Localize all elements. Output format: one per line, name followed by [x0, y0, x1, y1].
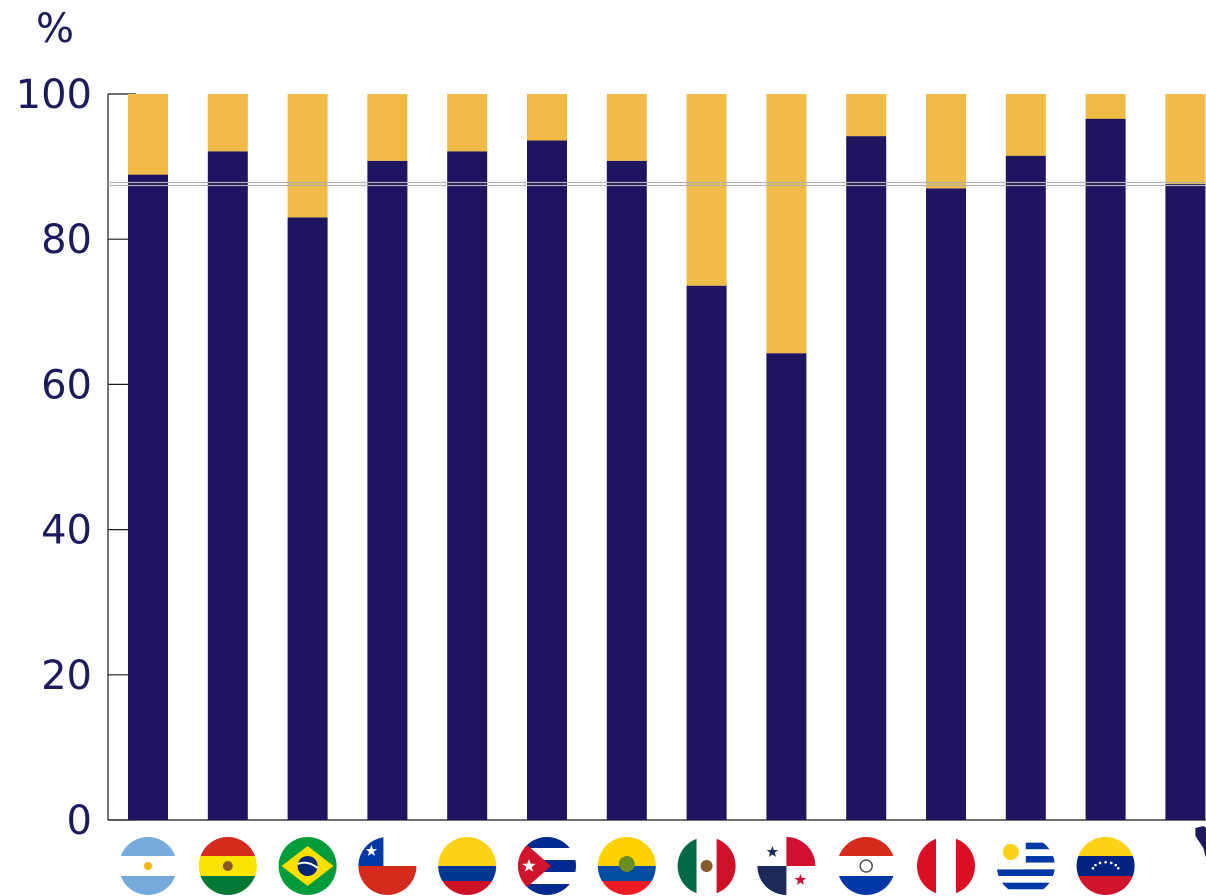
bar-segment-lower-panama	[766, 353, 807, 820]
flag-chile-icon	[358, 837, 417, 895]
bar-segment-upper-venezuela	[1085, 94, 1126, 119]
bar-segment-lower-mexico	[686, 285, 727, 820]
bar-segment-lower-brazil	[287, 217, 328, 821]
bar-segment-upper-uruguay	[1005, 94, 1046, 156]
bar-segment-lower-venezuela	[1085, 118, 1126, 820]
bar-segment-upper-mexico	[686, 94, 727, 286]
bar-segment-lower-uruguay	[1005, 155, 1046, 820]
category-icons	[119, 826, 1206, 895]
y-tick-label: 20	[41, 653, 92, 699]
bar-segment-lower-bolivia	[207, 151, 248, 820]
flag-panama-icon	[757, 837, 816, 895]
y-tick-label: 60	[41, 362, 92, 408]
bar-segment-upper-peru	[926, 94, 966, 189]
flag-paraguay-icon	[837, 837, 896, 895]
bar-segment-upper-bolivia	[207, 94, 248, 152]
bar-segment-lower-argentina	[128, 174, 168, 820]
bar-segment-upper-chile	[367, 94, 408, 161]
flag-peru-icon	[917, 837, 975, 895]
y-axis-unit-label: %	[36, 6, 74, 52]
bar-segment-lower-cuba	[527, 140, 567, 821]
flag-uruguay-icon	[996, 837, 1055, 895]
bar-series	[128, 94, 1206, 821]
flag-ecuador-icon	[597, 837, 656, 895]
bar-segment-upper-colombia	[447, 94, 488, 152]
bar-segment-upper-cuba	[527, 94, 567, 141]
y-tick-label: 0	[67, 798, 92, 844]
bar-segment-upper-paraguay	[846, 94, 887, 137]
flag-argentina-icon	[119, 837, 177, 895]
bar-segment-upper-panama	[766, 94, 807, 354]
bar-segment-upper-ecuador	[606, 94, 647, 161]
bar-segment-lower-latin-america	[1165, 184, 1206, 821]
flag-bolivia-icon	[198, 837, 257, 895]
bar-segment-lower-colombia	[447, 151, 488, 820]
bar-segment-lower-peru	[926, 188, 966, 820]
bar-segment-lower-chile	[367, 160, 408, 821]
bar-segment-upper-latin-america	[1165, 94, 1206, 185]
flag-brazil-icon	[278, 837, 337, 895]
y-tick-label: 80	[41, 217, 92, 263]
bar-segment-upper-argentina	[128, 94, 168, 175]
bar-segment-lower-paraguay	[846, 136, 887, 820]
y-axis: 0 20 40 60 80 100	[16, 72, 1206, 844]
y-tick-label: 100	[16, 72, 92, 118]
flag-venezuela-icon	[1076, 837, 1135, 895]
y-tick-label: 40	[41, 508, 92, 554]
latin-america-map-icon	[1195, 826, 1206, 858]
flag-cuba-icon	[518, 837, 576, 895]
reference-line-group	[108, 181, 1206, 187]
bar-segment-lower-ecuador	[606, 160, 647, 821]
bar-segment-upper-brazil	[287, 94, 328, 218]
flag-colombia-icon	[438, 837, 497, 895]
flag-mexico-icon	[677, 837, 736, 895]
